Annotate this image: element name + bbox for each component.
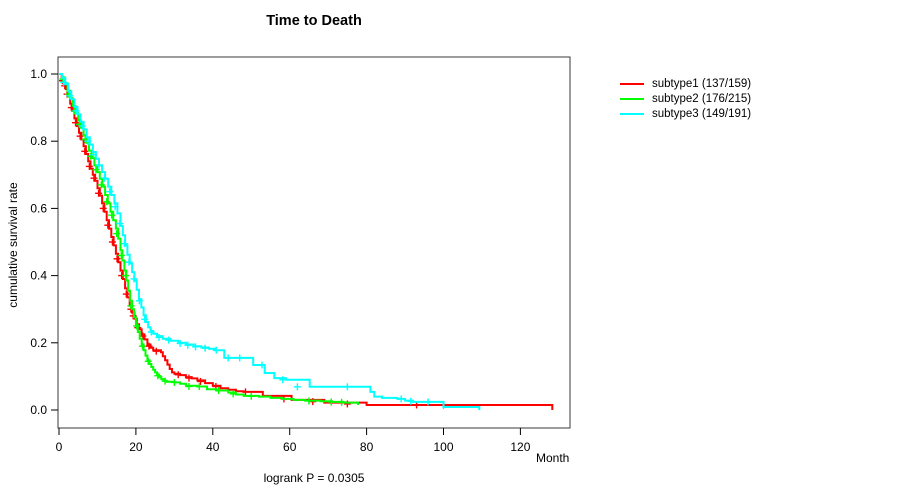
x-axis-tick-label: 120	[510, 440, 530, 454]
legend-item-subtype1: subtype1 (137/159)	[620, 76, 751, 91]
y-axis-tick-label: 0.8	[30, 134, 47, 148]
chart-title: Time to Death	[266, 13, 362, 29]
x-axis-tick-label: 80	[360, 440, 374, 454]
y-axis-title: cumulative survival rate	[6, 182, 20, 308]
legend: subtype1 (137/159) subtype2 (176/215) subt…	[620, 76, 751, 121]
plot-box	[57, 56, 571, 429]
legend-item-subtype2: subtype2 (176/215)	[620, 91, 751, 106]
legend-line-swatch-subtype2	[620, 97, 644, 100]
km-curve-subtype2	[59, 73, 360, 405]
legend-line-swatch-subtype3	[620, 112, 644, 115]
x-axis-tick-label: 40	[206, 440, 220, 454]
logrank-pvalue-label: logrank P = 0.0305	[263, 471, 365, 485]
legend-label-subtype2: subtype2 (176/215)	[652, 92, 752, 105]
legend-label-subtype3: subtype3 (149/191)	[652, 107, 752, 120]
km-curve-subtype1	[59, 73, 554, 410]
legend-line-swatch-subtype1	[620, 82, 644, 85]
km-curve-subtype3	[59, 73, 481, 410]
x-axis-tick-label: 100	[433, 440, 453, 454]
legend-label-subtype1: subtype1 (137/159)	[652, 77, 752, 90]
x-axis-title: Month	[536, 451, 570, 465]
y-axis-tick-label: 0.4	[30, 269, 47, 283]
y-axis-tick-label: 0.0	[30, 403, 47, 417]
x-axis-tick-label: 60	[283, 440, 297, 454]
x-axis-tick-label: 0	[56, 440, 63, 454]
legend-item-subtype3: subtype3 (149/191)	[620, 106, 751, 121]
y-axis-tick-label: 0.6	[30, 201, 47, 215]
x-axis-tick-label: 20	[129, 440, 143, 454]
y-axis-tick-label: 1.0	[30, 67, 47, 81]
y-axis-tick-label: 0.2	[30, 336, 47, 350]
